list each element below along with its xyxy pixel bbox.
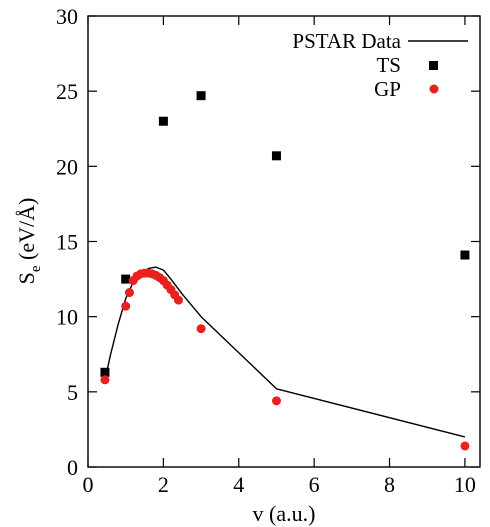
ts-point <box>158 116 168 126</box>
y-tick-label: 10 <box>56 305 78 330</box>
x-axis-label: v (a.u.) <box>253 501 316 526</box>
legend-label-gp: GP <box>374 77 401 101</box>
pstar-line <box>104 266 466 438</box>
legend-label-ts: TS <box>376 53 401 77</box>
gp-point <box>173 295 183 305</box>
x-tick-label: 8 <box>384 472 395 497</box>
ts-point <box>121 274 131 284</box>
legend-label-pstar: PSTAR Data <box>292 29 401 53</box>
y-tick-label: 25 <box>56 79 78 104</box>
legend-swatch-ts <box>429 61 438 70</box>
y-axis-label-subscript: e <box>28 265 44 272</box>
gp-point <box>124 288 134 298</box>
y-tick-label: 30 <box>56 4 78 29</box>
gp-point <box>100 375 110 385</box>
gp-point <box>196 324 206 334</box>
gp-point <box>121 301 131 311</box>
ts-point <box>196 91 206 101</box>
gp-point <box>271 396 281 406</box>
gp-series <box>100 268 470 451</box>
x-tick-label: 0 <box>83 472 94 497</box>
plot-frame <box>87 15 481 468</box>
x-tick-label: 4 <box>233 472 244 497</box>
y-tick-label: 0 <box>67 455 78 480</box>
y-tick-label: 20 <box>56 154 78 179</box>
legend: PSTAR Data TS GP <box>292 29 468 101</box>
x-tick-label: 10 <box>454 472 476 497</box>
x-tick-label: 2 <box>158 472 169 497</box>
ts-point <box>271 151 281 161</box>
y-axis-label-main: S <box>14 272 39 284</box>
ts-series <box>100 91 470 377</box>
y-tick-label: 15 <box>56 230 78 255</box>
pstar-series <box>104 266 466 438</box>
gp-point <box>460 441 470 451</box>
legend-swatch-gp <box>429 84 439 94</box>
axis-ticks: 0 2 4 6 8 10 0 5 10 15 20 25 30 <box>56 4 480 497</box>
y-axis-label: Se (eV/Å) <box>14 198 44 285</box>
x-tick-label: 6 <box>309 472 320 497</box>
y-tick-label: 5 <box>67 380 78 405</box>
ts-point <box>100 367 110 377</box>
ts-point <box>460 250 470 260</box>
y-axis-label-units: (eV/Å) <box>14 198 39 266</box>
